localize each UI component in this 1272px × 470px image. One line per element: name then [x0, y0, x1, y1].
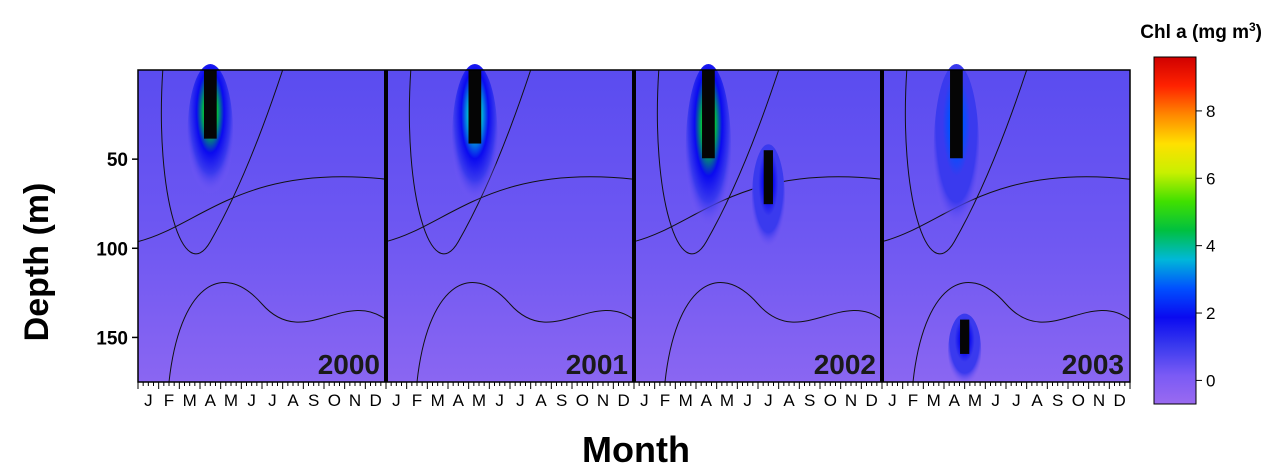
bloom-2000-dense-contours	[203, 70, 217, 139]
contour-line	[656, 69, 780, 255]
x-tick-label: M	[472, 391, 486, 410]
y-tick-label: 100	[96, 239, 128, 260]
y-tick-label: 150	[96, 328, 128, 349]
contour-line	[408, 69, 532, 255]
x-tick-label: N	[845, 391, 857, 410]
x-tick-label: N	[597, 391, 609, 410]
x-tick-label: M	[183, 391, 197, 410]
year-label-2002: 2002	[814, 349, 876, 380]
x-tick-label: J	[516, 391, 525, 410]
x-tick-label: S	[1052, 391, 1063, 410]
x-tick-label: J	[991, 391, 1000, 410]
x-tick-label: O	[824, 391, 837, 410]
bloom-2003-dense-contours	[950, 70, 963, 159]
x-tick-label: D	[1114, 391, 1126, 410]
x-tick-label: D	[866, 391, 878, 410]
x-tick-label: O	[1072, 391, 1085, 410]
bloom-2001-dense-contours	[468, 70, 482, 144]
contour-line	[664, 282, 883, 383]
x-tick-label: J	[743, 391, 752, 410]
x-tick-label: F	[164, 391, 174, 410]
x-tick-label: F	[412, 391, 422, 410]
colorbar-title: Chl a (mg m3)	[1140, 20, 1262, 43]
contour-line	[912, 282, 1131, 383]
x-tick-label: J	[764, 391, 773, 410]
colorbar-scale	[1153, 56, 1197, 405]
x-tick-label: M	[224, 391, 238, 410]
x-tick-label: J	[495, 391, 504, 410]
x-tick-label: N	[1093, 391, 1105, 410]
x-tick-label: M	[968, 391, 982, 410]
x-tick-label: A	[783, 391, 795, 410]
x-tick-label: J	[268, 391, 277, 410]
x-tick-label: A	[453, 391, 465, 410]
x-tick-label: A	[535, 391, 547, 410]
x-tick-label: J	[888, 391, 897, 410]
x-tick-label: F	[660, 391, 670, 410]
x-tick-label: M	[679, 391, 693, 410]
x-tick-label: J	[640, 391, 649, 410]
contour-line	[168, 282, 387, 383]
x-tick-label: A	[949, 391, 961, 410]
x-tick-label: M	[720, 391, 734, 410]
x-tick-label: M	[927, 391, 941, 410]
x-tick-label: A	[701, 391, 713, 410]
x-tick-label: M	[431, 391, 445, 410]
x-tick-label: F	[908, 391, 918, 410]
year-label-2001: 2001	[566, 349, 628, 380]
colorbar-tick-label: 6	[1206, 169, 1215, 188]
bloom-secondary-2003-dense-contours	[960, 319, 970, 354]
colorbar: 0 2 4 6 8 Chl a (mg m3)	[1140, 20, 1262, 405]
x-tick-label: D	[370, 391, 382, 410]
plot-frame	[137, 69, 1131, 383]
x-tick-label: S	[308, 391, 319, 410]
x-tick-label: J	[392, 391, 401, 410]
contour-line	[904, 69, 1028, 255]
colorbar-tick-label: 2	[1206, 304, 1215, 323]
y-axis-label: Depth (m)	[18, 183, 56, 342]
year-label-2000: 2000	[318, 349, 380, 380]
bloom-secondary-2002-dense-contours	[763, 150, 773, 205]
x-tick-label: A	[1031, 391, 1043, 410]
x-tick-label: A	[205, 391, 217, 410]
x-tick-label: S	[804, 391, 815, 410]
x-tick-label: J	[1012, 391, 1021, 410]
colorbar-tick-label: 4	[1206, 237, 1215, 256]
y-tick-label: 50	[107, 150, 128, 171]
x-tick-label: D	[618, 391, 630, 410]
x-tick-label: J	[247, 391, 256, 410]
x-tick-label: O	[328, 391, 341, 410]
x-tick-label: N	[349, 391, 361, 410]
colorbar-tick-label: 8	[1206, 102, 1215, 121]
x-axis-label: Month	[582, 429, 690, 470]
year-label-2003: 2003	[1062, 349, 1124, 380]
bloom-2002-dense-contours	[702, 70, 715, 159]
contour-line	[416, 282, 635, 383]
contour-line	[160, 69, 284, 255]
contour-line	[137, 176, 387, 243]
x-tick-label: A	[287, 391, 299, 410]
x-tick-label: J	[144, 391, 153, 410]
x-tick-label: O	[576, 391, 589, 410]
colorbar-tick-label: 0	[1206, 371, 1215, 390]
x-tick-label: S	[556, 391, 567, 410]
